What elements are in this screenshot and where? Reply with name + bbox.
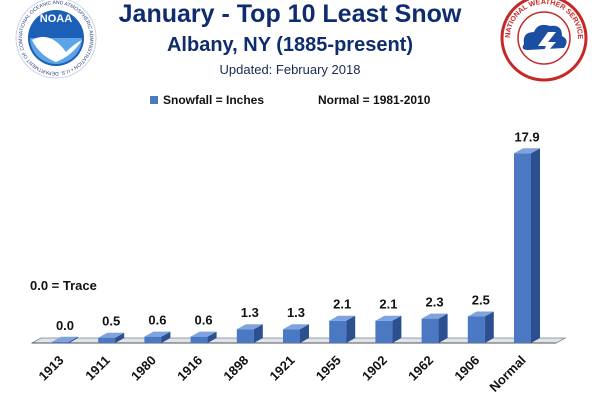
value-label: 1.3 — [287, 305, 305, 320]
bar-front — [467, 316, 485, 343]
bar-front — [329, 320, 347, 343]
bar-1898 — [236, 324, 263, 343]
bar-top — [514, 148, 540, 154]
value-label: 0.0 — [56, 318, 74, 333]
category-label: 1921 — [267, 353, 298, 384]
bar-front — [52, 341, 69, 343]
category-label: 1902 — [359, 353, 390, 384]
value-label: 2.1 — [333, 297, 351, 312]
bar-top — [467, 311, 494, 317]
bar-top — [144, 331, 171, 337]
trace-note: 0.0 = Trace — [30, 278, 97, 293]
bar-front — [514, 153, 531, 343]
noaa-logo: NATIONAL OCEANIC AND ATMOSPHERIC ADMINIS… — [0, 0, 97, 79]
category-label: 1955 — [313, 353, 344, 384]
legend-series-label: Snowfall = Inches — [163, 93, 265, 107]
value-label: 0.6 — [195, 313, 213, 328]
bar-top — [52, 336, 78, 342]
bar-1955 — [329, 315, 356, 343]
bar-1962 — [421, 313, 448, 343]
legend-normal: Normal = 1981-2010 — [318, 93, 431, 107]
legend-swatch — [150, 96, 158, 104]
noaa-text: NOAA — [40, 13, 72, 25]
category-label: 1916 — [174, 353, 205, 384]
category-label: Normal — [486, 353, 528, 395]
bar-front — [144, 336, 162, 343]
value-label: 0.5 — [102, 314, 120, 329]
category-label: 1906 — [451, 353, 482, 384]
value-label: 2.3 — [426, 295, 444, 310]
bar-Normal — [514, 148, 540, 343]
bar-1980 — [144, 331, 171, 343]
category-label: 1913 — [36, 353, 67, 384]
bar-1911 — [98, 332, 125, 343]
value-label: 2.1 — [379, 297, 397, 312]
bar-top — [421, 313, 448, 319]
category-label: 1980 — [128, 353, 159, 384]
bar-top — [283, 324, 309, 330]
category-label: 1962 — [405, 353, 436, 384]
bar-side — [207, 331, 217, 343]
bar-side — [438, 313, 448, 343]
bar-side — [161, 331, 171, 343]
nws-bolt — [538, 32, 556, 60]
bar-top — [98, 332, 125, 338]
nws-logo: NATIONAL WEATHER SERVICE — [500, 0, 588, 82]
bar-side — [115, 332, 125, 343]
updated-label: Updated: February 2018 — [219, 62, 361, 77]
value-label: 0.6 — [148, 313, 166, 328]
bar-side — [346, 315, 356, 343]
bar-front — [421, 318, 439, 343]
bar-1921 — [283, 324, 309, 343]
bar-side — [484, 311, 494, 343]
bar-side — [300, 324, 309, 343]
chart-subtitle: Albany, NY (1885-present) — [166, 34, 413, 56]
bar-front — [283, 329, 300, 343]
legend-series: Snowfall = Inches — [150, 93, 264, 107]
bar-side — [69, 336, 78, 343]
chart-title: January - Top 10 Least Snow — [118, 0, 462, 28]
bar-1913 — [52, 336, 78, 343]
bar-top — [236, 324, 263, 330]
bar-top — [190, 331, 217, 337]
bar-top — [329, 315, 356, 321]
bar-1902 — [375, 315, 402, 343]
value-label: 1.3 — [241, 305, 259, 320]
category-label: 1898 — [220, 353, 251, 384]
bar-side — [392, 315, 402, 343]
bar-front — [375, 320, 393, 343]
bar-side — [531, 148, 540, 343]
bar-front — [190, 336, 208, 343]
bar-front — [236, 329, 254, 343]
bar-side — [253, 324, 263, 343]
noaa-bird — [32, 36, 82, 62]
value-label: 2.5 — [472, 293, 490, 308]
bar-1916 — [190, 331, 217, 343]
bar-top — [375, 315, 402, 321]
bar-front — [98, 337, 116, 343]
bar-1906 — [467, 311, 494, 343]
value-label: 17.9 — [514, 129, 539, 144]
category-label: 1911 — [82, 353, 113, 384]
